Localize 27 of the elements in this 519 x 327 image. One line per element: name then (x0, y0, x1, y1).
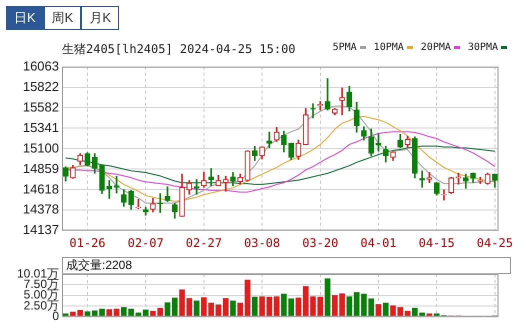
y-tick-label: 10.01万 (16, 266, 59, 280)
legend-label: 30PMA (468, 42, 499, 53)
chart-title: 生猪2405[lh2405] 2024-04-25 15:00 (62, 41, 296, 58)
y-tick-label: 16063 (22, 58, 59, 74)
x-tick-label: 03-20 (302, 236, 338, 250)
legend-label: 5PMA (332, 42, 358, 53)
y-tick-label: 15341 (22, 120, 59, 135)
y-tick-label: 15822 (22, 78, 59, 94)
legend-label: 10PMA (374, 42, 405, 53)
x-tick-label: 02-27 (186, 236, 222, 250)
y-tick-label: 15100 (22, 140, 59, 156)
y-tick-label: 14137 (22, 222, 59, 238)
text: 日K (6, 6, 44, 30)
legend-label: 20PMA (420, 42, 452, 53)
x-tick-label: 04-01 (360, 236, 397, 250)
x-tick-label: 01-26 (69, 236, 106, 250)
text: 月K (81, 6, 120, 30)
y-tick-label: 14859 (22, 160, 59, 176)
x-tick-label: 04-15 (418, 236, 455, 250)
x-tick-label: 03-08 (244, 236, 280, 250)
y-tick-label: 14378 (22, 202, 59, 217)
chart-title: 成交量:2208 (62, 257, 511, 274)
y-tick-label: 14618 (22, 181, 59, 196)
text: 周K (44, 6, 82, 30)
x-tick-label: 04-25 (476, 236, 513, 250)
y-tick-label: 15582 (22, 99, 59, 114)
x-tick-label: 02-07 (128, 236, 164, 250)
